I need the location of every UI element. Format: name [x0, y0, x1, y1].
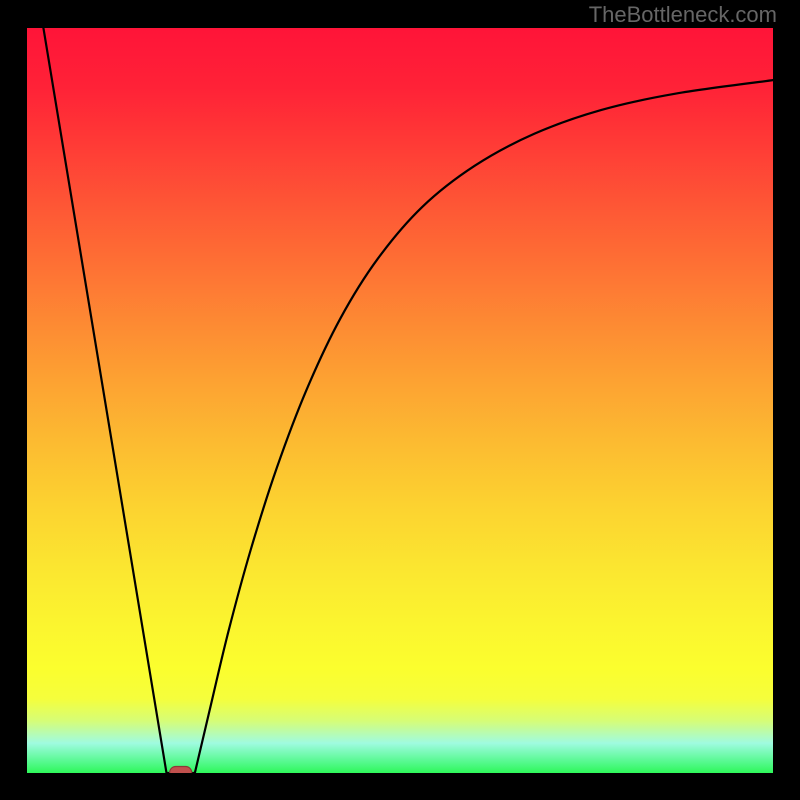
chart-frame: TheBottleneck.com	[0, 0, 800, 800]
optimum-marker	[170, 767, 192, 774]
watermark-text: TheBottleneck.com	[589, 2, 777, 28]
gradient-background	[27, 28, 773, 773]
plot-area	[27, 28, 773, 773]
chart-svg	[27, 28, 773, 773]
